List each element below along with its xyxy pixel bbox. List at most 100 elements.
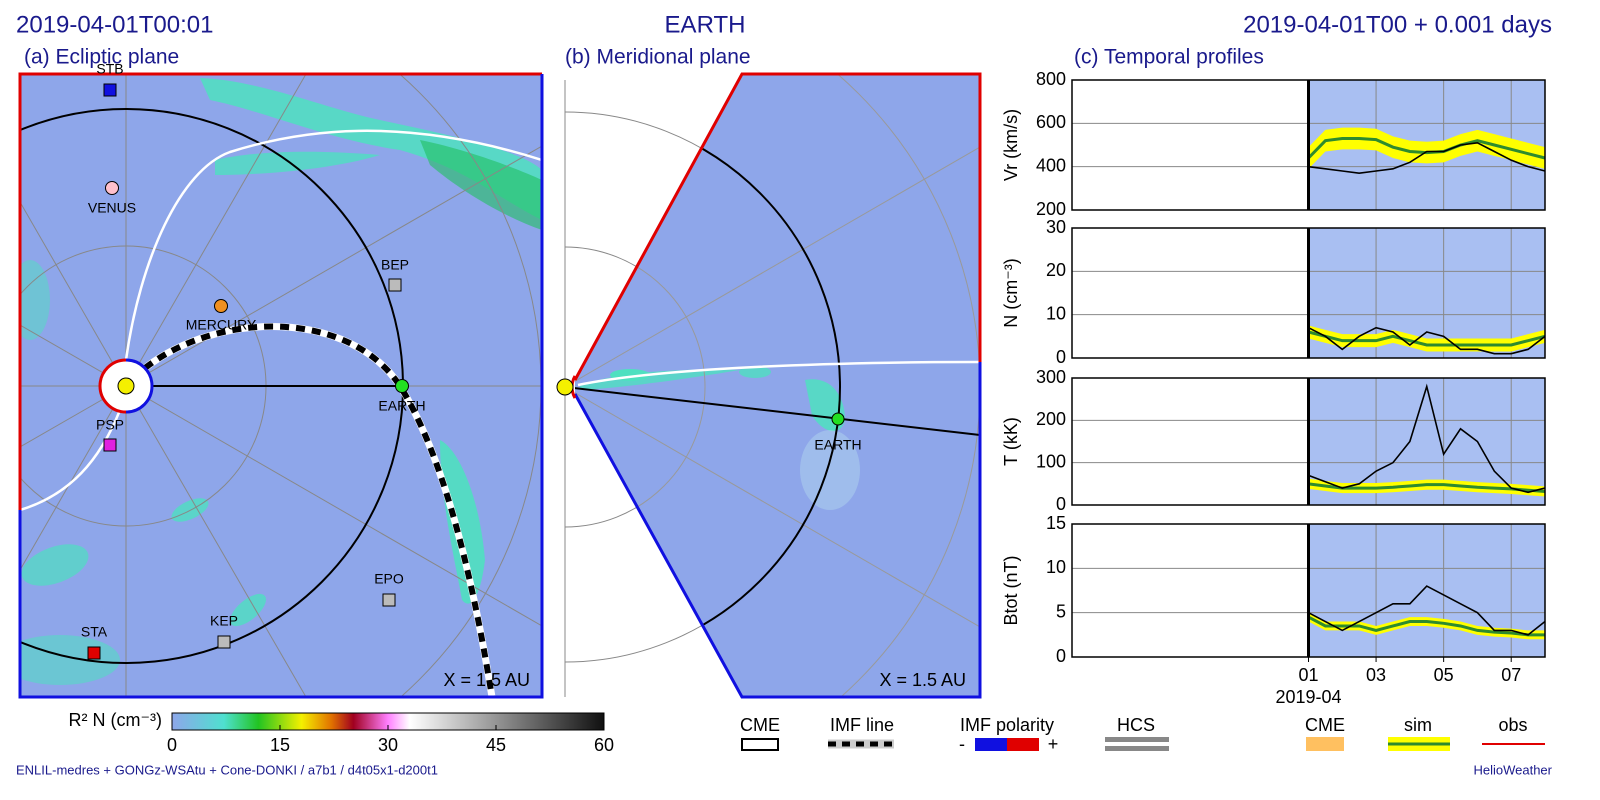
panel-title: (c) Temporal profiles xyxy=(1074,46,1264,69)
plot-frame xyxy=(1071,79,1546,211)
footer-right: HelioWeather xyxy=(1473,762,1552,777)
header-right: 2019-04-01T00 + 0.001 days xyxy=(1243,11,1552,38)
x-tick-label: 05 xyxy=(1434,665,1454,685)
body-marker xyxy=(217,635,231,649)
y-tick-label: 100 xyxy=(1036,451,1066,471)
legend-label: - xyxy=(959,734,965,754)
body-marker xyxy=(382,593,396,607)
sun-rim xyxy=(98,358,127,414)
y-axis-label: Btot (nT) xyxy=(1001,555,1021,625)
body-label: MERCURY xyxy=(186,317,257,333)
body-label: STA xyxy=(81,624,108,640)
y-tick-label: 300 xyxy=(1036,367,1066,387)
header-center: EARTH xyxy=(665,11,746,38)
x-tick-label: 03 xyxy=(1366,665,1386,685)
y-tick-label: 0 xyxy=(1056,646,1066,666)
colorbar-tick-label: 15 xyxy=(270,735,290,755)
scale-label: X = 1.5 AU xyxy=(443,670,530,690)
x-axis-label: 2019-04 xyxy=(1275,687,1341,707)
legend-label: + xyxy=(1048,734,1059,754)
y-tick-label: 30 xyxy=(1046,217,1066,237)
legend-label: sim xyxy=(1404,715,1432,735)
body-label: PSP xyxy=(96,417,124,433)
legend-label: IMF line xyxy=(830,715,894,735)
y-tick-label: 0 xyxy=(1056,494,1066,514)
legend-label: CME xyxy=(1305,715,1345,735)
bodies: STB VENUS MERCURY BEP EARTH PSP EPO KEP STA xyxy=(81,61,426,660)
body-marker xyxy=(105,181,119,195)
colorbar-tick-label: 30 xyxy=(378,735,398,755)
y-axis-label: N (cm⁻³) xyxy=(1001,258,1021,327)
y-tick-label: 800 xyxy=(1036,69,1066,89)
y-tick-label: 20 xyxy=(1046,260,1066,280)
y-tick-label: 200 xyxy=(1036,199,1066,219)
series-line xyxy=(1308,326,1546,355)
panel-title: (a) Ecliptic plane xyxy=(24,46,179,69)
legend-swatch xyxy=(1306,737,1344,751)
body-label: EARTH xyxy=(814,437,861,453)
scale-label: X = 1.5 AU xyxy=(879,670,966,690)
colorbar-tick-label: 45 xyxy=(486,735,506,755)
sun xyxy=(556,378,574,396)
panel-border xyxy=(573,72,982,381)
legend-label: obs xyxy=(1498,715,1527,735)
body-marker xyxy=(395,379,409,393)
sim-band xyxy=(1308,478,1545,497)
series-line xyxy=(1307,615,1545,637)
body-label: EARTH xyxy=(378,398,425,414)
colorbar-ticks: 0 15 30 45 60 xyxy=(167,725,614,755)
footer-left: ENLIL-medres + GONGz-WSAtu + Cone-DONKI … xyxy=(16,762,438,777)
body-label: EPO xyxy=(374,571,404,587)
plot-frame xyxy=(1071,227,1546,359)
body-marker xyxy=(103,438,117,452)
y-tick-label: 0 xyxy=(1056,347,1066,367)
panel-title: (b) Meridional plane xyxy=(565,46,751,69)
x-tick-label: 07 xyxy=(1501,665,1521,685)
series-line xyxy=(1307,137,1546,160)
body-label: STB xyxy=(96,61,123,77)
body-marker xyxy=(214,299,228,313)
y-tick-label: 10 xyxy=(1046,557,1066,577)
legend-label: IMF polarity xyxy=(960,715,1054,735)
legend-swatch xyxy=(975,738,1007,751)
legend-label: HCS xyxy=(1117,715,1155,735)
series-line xyxy=(1308,383,1546,494)
header-left: 2019-04-01T00:01 xyxy=(16,11,213,38)
panel-border xyxy=(18,72,542,510)
x-tick-label: 01 xyxy=(1298,665,1318,685)
y-tick-label: 200 xyxy=(1036,409,1066,429)
body-label: VENUS xyxy=(88,200,136,216)
sun-rim xyxy=(125,358,154,414)
colorbar-label: R² N (cm⁻³) xyxy=(69,710,162,730)
body-label: BEP xyxy=(381,257,409,273)
legend-swatch xyxy=(1105,746,1169,751)
series-line xyxy=(1308,142,1546,174)
colorbar-tick-label: 60 xyxy=(594,735,614,755)
panel-border xyxy=(18,74,544,699)
y-tick-label: 400 xyxy=(1036,155,1066,175)
legend-swatch xyxy=(1105,737,1169,742)
panel-border xyxy=(573,362,982,699)
series-line xyxy=(1308,330,1546,347)
series-line xyxy=(1308,585,1546,636)
y-axis-label: T (kK) xyxy=(1001,417,1021,466)
y-tick-label: 5 xyxy=(1056,601,1066,621)
colorbar-tick-label: 0 xyxy=(167,735,177,755)
y-tick-label: 10 xyxy=(1046,303,1066,323)
sun xyxy=(117,377,135,395)
body-marker xyxy=(87,646,101,660)
legend-swatch xyxy=(741,738,779,751)
earth-marker xyxy=(831,412,845,426)
legend-swatch xyxy=(1007,738,1039,751)
body-label: KEP xyxy=(210,613,238,629)
body-marker xyxy=(103,83,117,97)
body-marker xyxy=(388,278,402,292)
y-tick-label: 15 xyxy=(1046,513,1066,533)
series-line xyxy=(1308,482,1546,493)
y-tick-label: 600 xyxy=(1036,112,1066,132)
legend-label: CME xyxy=(740,715,780,735)
plot-frame xyxy=(1071,377,1546,506)
y-axis-label: Vr (km/s) xyxy=(1001,109,1021,181)
